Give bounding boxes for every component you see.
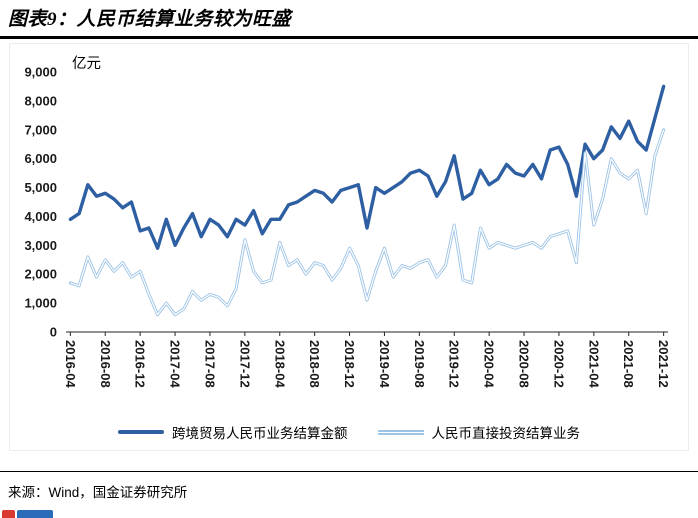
watermark-blue-icon <box>17 510 53 518</box>
svg-text:2017-12: 2017-12 <box>237 340 252 388</box>
svg-text:2018-04: 2018-04 <box>272 340 287 388</box>
svg-text:7,000: 7,000 <box>24 122 57 137</box>
svg-text:2,000: 2,000 <box>24 267 57 282</box>
legend-item-cross-border-trade: 跨境贸易人民币业务结算金额 <box>118 422 348 442</box>
svg-text:2019-12: 2019-12 <box>447 340 462 388</box>
svg-text:8,000: 8,000 <box>24 93 57 108</box>
svg-text:2019-04: 2019-04 <box>377 340 392 388</box>
watermark-red-icon <box>2 510 15 518</box>
svg-text:3,000: 3,000 <box>24 238 57 253</box>
source-divider <box>0 471 698 472</box>
svg-text:4,000: 4,000 <box>24 209 57 224</box>
svg-text:2020-12: 2020-12 <box>551 340 566 388</box>
legend-line-swatch-light <box>377 429 424 435</box>
chart-legend: 跨境贸易人民币业务结算金额 人民币直接投资结算业务 <box>10 422 688 442</box>
legend-label-cross-border-trade: 跨境贸易人民币业务结算金额 <box>172 426 348 441</box>
svg-text:6,000: 6,000 <box>24 151 57 166</box>
svg-text:2020-08: 2020-08 <box>517 340 532 388</box>
svg-text:2017-04: 2017-04 <box>168 340 183 388</box>
svg-text:2018-12: 2018-12 <box>342 340 357 388</box>
figure-title: 图表9：人民币结算业务较为旺盛 <box>8 9 292 30</box>
svg-text:2019-08: 2019-08 <box>412 340 427 388</box>
watermark-logo <box>2 510 53 518</box>
legend-line-swatch-dark <box>118 430 164 434</box>
legend-item-direct-investment: 人民币直接投资结算业务 <box>377 422 581 442</box>
svg-text:1,000: 1,000 <box>24 296 57 311</box>
svg-text:2021-08: 2021-08 <box>621 340 636 388</box>
legend-label-direct-investment: 人民币直接投资结算业务 <box>431 426 581 441</box>
source-text: 来源：Wind，国金证券研究所 <box>8 485 188 500</box>
svg-text:2017-08: 2017-08 <box>202 340 217 388</box>
line-chart: 0 1,000 2,000 3,000 4,000 5,000 6,000 7,000 8,00… <box>24 65 671 389</box>
y-axis-unit-label: 亿元 <box>72 56 101 72</box>
svg-text:2021-04: 2021-04 <box>586 340 601 388</box>
svg-text:2016-12: 2016-12 <box>133 340 148 388</box>
svg-text:2020-04: 2020-04 <box>482 340 497 388</box>
svg-text:2021-12: 2021-12 <box>656 340 671 388</box>
svg-text:0: 0 <box>50 325 57 340</box>
svg-text:5,000: 5,000 <box>24 180 57 195</box>
title-divider <box>0 36 698 39</box>
svg-text:9,000: 9,000 <box>24 65 57 80</box>
svg-text:2016-04: 2016-04 <box>63 340 78 388</box>
svg-text:2016-08: 2016-08 <box>98 340 113 388</box>
svg-text:2018-08: 2018-08 <box>307 340 322 388</box>
chart-container: 亿元 0 1,000 2,000 3,000 4,000 5,000 6,000 7,000 8… <box>9 43 689 451</box>
